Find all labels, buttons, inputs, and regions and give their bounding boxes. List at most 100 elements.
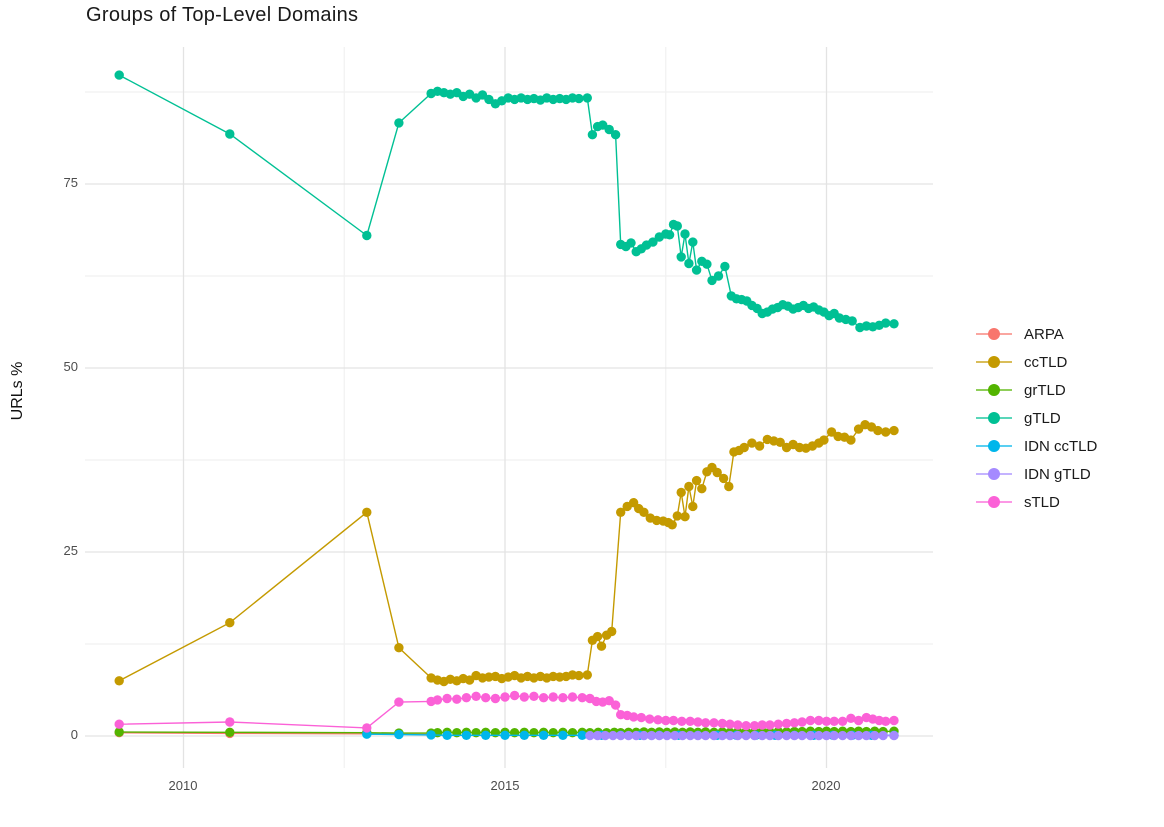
x-tick-label-2015: 2015 xyxy=(490,778,520,793)
data-point xyxy=(607,626,617,637)
data-point xyxy=(741,730,751,741)
y-axis-title: URLs % xyxy=(9,361,26,421)
data-point xyxy=(631,730,641,741)
data-point xyxy=(688,501,698,512)
data-point xyxy=(362,230,372,241)
legend-item-idn-gtld: IDN gTLD xyxy=(976,460,1097,488)
legend-key-gtld xyxy=(976,411,1012,425)
data-point xyxy=(765,730,775,741)
data-point xyxy=(684,258,694,269)
data-point xyxy=(600,730,610,741)
data-point xyxy=(394,729,404,740)
data-point xyxy=(567,692,578,702)
data-point xyxy=(789,718,800,728)
data-point xyxy=(712,467,722,478)
data-point xyxy=(814,730,824,741)
data-point xyxy=(645,714,655,724)
data-point xyxy=(870,730,880,741)
data-point xyxy=(853,715,864,726)
data-point xyxy=(610,130,621,140)
data-point xyxy=(693,730,703,741)
data-point xyxy=(837,716,848,726)
chart-title: Groups of Top-Level Domains xyxy=(86,4,359,26)
data-point xyxy=(667,520,677,530)
data-point xyxy=(773,719,783,729)
legend-label: IDN gTLD xyxy=(1024,465,1091,483)
data-point xyxy=(846,730,856,741)
data-point xyxy=(394,643,404,653)
data-point xyxy=(847,316,857,326)
data-point xyxy=(829,716,839,726)
data-point xyxy=(781,718,792,729)
data-point xyxy=(773,730,783,741)
data-point xyxy=(733,730,743,741)
data-point xyxy=(846,713,856,723)
data-point xyxy=(754,441,765,451)
data-point xyxy=(749,730,760,741)
series-stld xyxy=(114,690,899,733)
data-point xyxy=(691,475,702,486)
legend-label: ARPA xyxy=(1024,325,1064,343)
data-point xyxy=(677,716,687,726)
data-point xyxy=(821,730,832,741)
data-point xyxy=(684,481,694,492)
data-point xyxy=(616,730,626,741)
legend-item-cctld: ccTLD xyxy=(976,348,1097,376)
data-point xyxy=(805,730,816,741)
data-point xyxy=(461,693,472,703)
data-point xyxy=(765,720,775,730)
legend-key-arpa xyxy=(976,327,1012,341)
data-point xyxy=(739,442,749,453)
data-point xyxy=(442,730,452,740)
data-point xyxy=(519,730,529,740)
data-point xyxy=(733,720,743,730)
data-point xyxy=(636,712,646,723)
data-point xyxy=(481,693,491,703)
data-point xyxy=(846,435,856,445)
data-point xyxy=(426,730,436,740)
data-point xyxy=(558,730,568,740)
data-point xyxy=(500,692,510,702)
x-tick-label-2010: 2010 xyxy=(168,778,198,793)
data-point xyxy=(653,715,663,725)
legend-key-idn-gtld xyxy=(976,467,1012,481)
data-point xyxy=(819,435,829,445)
data-point xyxy=(685,716,695,726)
data-point xyxy=(789,730,800,741)
data-point xyxy=(596,641,607,651)
data-point xyxy=(500,730,510,740)
data-point xyxy=(490,693,501,704)
legend-label: grTLD xyxy=(1024,381,1066,399)
legend-key-cctld xyxy=(976,355,1012,369)
data-point xyxy=(585,730,595,741)
data-point xyxy=(592,631,603,642)
data-point xyxy=(889,730,899,741)
data-point xyxy=(725,719,735,729)
legend-item-idn-cctld: IDN ccTLD xyxy=(976,432,1097,460)
legend-key-grtld xyxy=(976,383,1012,397)
data-point xyxy=(577,693,587,703)
data-point xyxy=(747,438,757,448)
data-point xyxy=(702,259,712,269)
data-point xyxy=(688,237,698,247)
data-point xyxy=(878,730,888,741)
data-point xyxy=(362,507,372,517)
data-point xyxy=(604,124,614,135)
data-point xyxy=(461,730,472,740)
legend-label: IDN ccTLD xyxy=(1024,437,1098,455)
legend-key-idn-cctld xyxy=(976,439,1012,453)
series-cctld xyxy=(114,420,899,687)
data-point xyxy=(362,723,372,733)
data-point xyxy=(717,730,727,741)
data-point xyxy=(741,721,751,731)
data-point xyxy=(639,507,649,517)
data-point xyxy=(623,730,634,741)
data-point xyxy=(724,481,734,492)
data-point xyxy=(781,730,792,741)
data-point xyxy=(548,692,558,702)
data-point xyxy=(797,717,807,727)
data-point xyxy=(628,712,639,722)
data-point xyxy=(718,473,729,484)
data-point xyxy=(452,694,462,704)
